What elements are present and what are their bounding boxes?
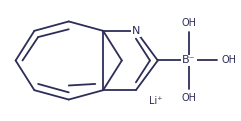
Text: N: N: [132, 26, 140, 36]
Text: Li⁺: Li⁺: [149, 96, 163, 106]
Text: OH: OH: [181, 18, 196, 28]
Text: OH: OH: [181, 93, 196, 103]
Text: B⁻: B⁻: [182, 56, 196, 65]
Text: OH: OH: [222, 56, 237, 65]
